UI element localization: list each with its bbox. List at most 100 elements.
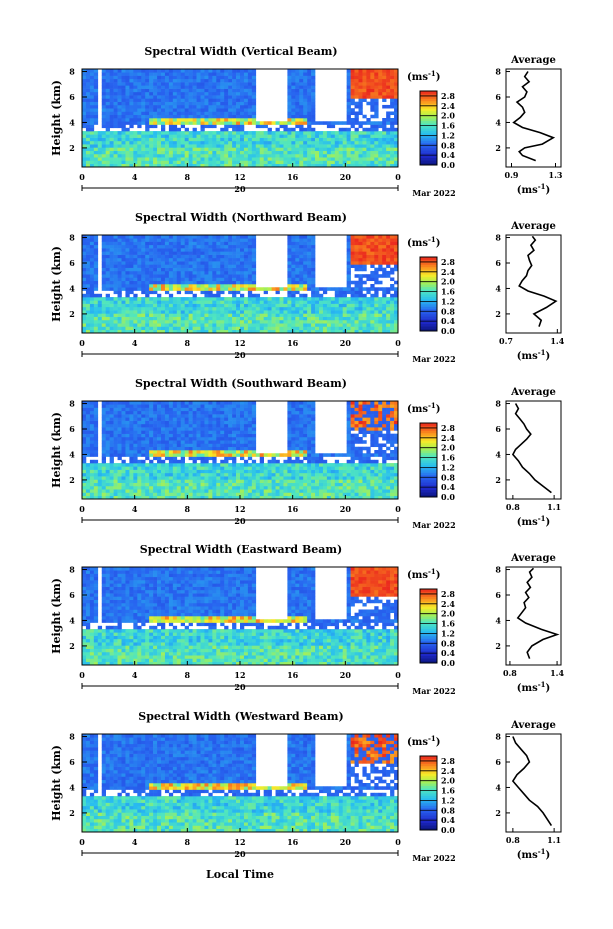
colorbar-tick-label: 1.6	[441, 287, 455, 297]
x-tick-label: 0	[79, 670, 85, 680]
y-axis-label: Height (km)	[50, 578, 63, 654]
x-tick-label: 16	[287, 837, 299, 847]
colorbar-tick-label: 2.4	[441, 101, 455, 111]
average-y-tick-label: 2	[495, 641, 501, 651]
average-y-tick-label: 6	[495, 92, 501, 102]
average-x-tick-label: 1.1	[547, 502, 561, 512]
y-tick-label: 8	[69, 67, 75, 77]
x-tick-label: 0	[395, 172, 401, 182]
colorbar-tick-label: 1.6	[441, 619, 455, 629]
date-label: Mar 2022	[412, 520, 455, 530]
average-unit: (ms-1)	[517, 847, 550, 861]
colorbar-tick-label: 0.4	[441, 316, 455, 326]
colorbar-tick-label: 1.6	[441, 121, 455, 131]
average-y-tick-label: 8	[495, 399, 501, 409]
average-y-tick-label: 2	[495, 143, 501, 153]
heatmap	[82, 734, 399, 833]
average-profile-panel: Average 2 4 6 8 0.8 1.1 (ms-1)	[495, 387, 562, 528]
day-label: 20	[234, 516, 246, 526]
colorbar-unit: (ms-1)	[407, 235, 440, 249]
colorbar-tick-label: 2.0	[441, 609, 455, 619]
x-tick-label: 8	[185, 172, 191, 182]
average-title: Average	[510, 387, 556, 398]
average-title: Average	[510, 221, 556, 232]
colorbar-tick-label: 0.0	[441, 326, 455, 336]
colorbar-unit: (ms-1)	[407, 69, 440, 83]
x-tick-label: 8	[185, 670, 191, 680]
average-y-tick-label: 8	[495, 233, 501, 243]
y-tick-label: 2	[69, 309, 75, 319]
average-y-tick-label: 2	[495, 475, 501, 485]
colorbar-tick-label: 2.0	[441, 277, 455, 287]
colorbar-tick-label: 0.0	[441, 160, 455, 170]
x-tick-label: 0	[395, 338, 401, 348]
y-tick-label: 4	[69, 283, 75, 293]
x-tick-label: 12	[234, 172, 245, 182]
average-y-tick-label: 4	[495, 283, 501, 293]
y-tick-label: 8	[69, 233, 75, 243]
y-tick-label: 4	[69, 449, 75, 459]
average-y-tick-label: 6	[495, 424, 501, 434]
colorbar-tick-label: 0.4	[441, 150, 455, 160]
date-label: Mar 2022	[412, 188, 455, 198]
colorbar-tick-label: 0.0	[441, 825, 455, 835]
y-tick-label: 8	[69, 565, 75, 575]
average-profile-line	[518, 235, 558, 327]
x-tick-label: 8	[185, 338, 191, 348]
average-y-tick-label: 2	[495, 808, 501, 818]
average-profile-line	[511, 736, 553, 827]
y-tick-label: 6	[69, 590, 75, 600]
x-tick-label: 16	[287, 504, 299, 514]
colorbar: 0.00.40.81.21.62.02.42.8	[419, 90, 455, 170]
y-tick-label: 8	[69, 732, 75, 742]
colorbar-tick-label: 0.8	[441, 472, 455, 482]
colorbar-tick-label: 2.8	[441, 423, 455, 433]
x-tick-label: 0	[79, 338, 85, 348]
average-x-tick-label: 1.4	[550, 668, 564, 678]
average-y-tick-label: 2	[495, 309, 501, 319]
x-tick-label: 12	[234, 504, 245, 514]
y-tick-label: 8	[69, 399, 75, 409]
average-y-tick-label: 4	[495, 449, 501, 459]
average-title: Average	[510, 553, 556, 564]
average-profile-panel: Average 2 4 6 8 0.8 1.1 (ms-1)	[495, 720, 562, 861]
average-unit: (ms-1)	[517, 348, 550, 362]
day-label: 20	[234, 350, 246, 360]
colorbar-unit: (ms-1)	[407, 734, 440, 748]
colorbar-unit: (ms-1)	[407, 567, 440, 581]
panel-northward: Spectral Width (Northward Beam) Height (k…	[50, 211, 565, 364]
colorbar-tick-label: 2.4	[441, 766, 455, 776]
colorbar-tick-label: 0.4	[441, 648, 455, 658]
x-tick-label: 12	[234, 670, 245, 680]
x-tick-label: 4	[132, 837, 138, 847]
average-profile-panel: Average 2 4 6 8 0.7 1.4(ms-1)	[495, 221, 564, 362]
y-tick-label: 4	[69, 615, 75, 625]
colorbar-tick-label: 2.8	[441, 91, 455, 101]
x-tick-label: 20	[340, 338, 352, 348]
colorbar-tick-label: 2.4	[441, 267, 455, 277]
y-tick-label: 4	[69, 117, 75, 127]
y-tick-label: 6	[69, 424, 75, 434]
x-tick-label: 4	[132, 670, 138, 680]
average-unit: (ms-1)	[517, 680, 550, 694]
y-tick-label: 2	[69, 808, 75, 818]
x-tick-label: 8	[185, 837, 191, 847]
colorbar-tick-label: 1.6	[441, 453, 455, 463]
x-tick-label: 0	[79, 504, 85, 514]
date-label: Mar 2022	[412, 853, 455, 863]
colorbar-tick-label: 2.4	[441, 599, 455, 609]
x-tick-label: 20	[340, 837, 352, 847]
average-profile-panel: Average 2 4 6 8 0.9 1.3 (ms-1)	[495, 55, 562, 196]
average-y-tick-label: 6	[495, 590, 501, 600]
y-tick-label: 2	[69, 475, 75, 485]
panel-westward: Spectral Width (Westward Beam) Height (km…	[50, 710, 562, 863]
colorbar-tick-label: 0.8	[441, 638, 455, 648]
colorbar-tick-label: 1.2	[441, 296, 455, 306]
y-tick-label: 4	[69, 782, 75, 792]
x-axis-label: Local Time	[206, 868, 274, 881]
colorbar: 0.00.40.81.21.62.02.42.8	[419, 588, 455, 668]
average-y-tick-label: 4	[495, 782, 501, 792]
colorbar-tick-label: 2.0	[441, 776, 455, 786]
colorbar-tick-label: 0.4	[441, 482, 455, 492]
average-x-tick-label: 0.7	[499, 336, 513, 346]
